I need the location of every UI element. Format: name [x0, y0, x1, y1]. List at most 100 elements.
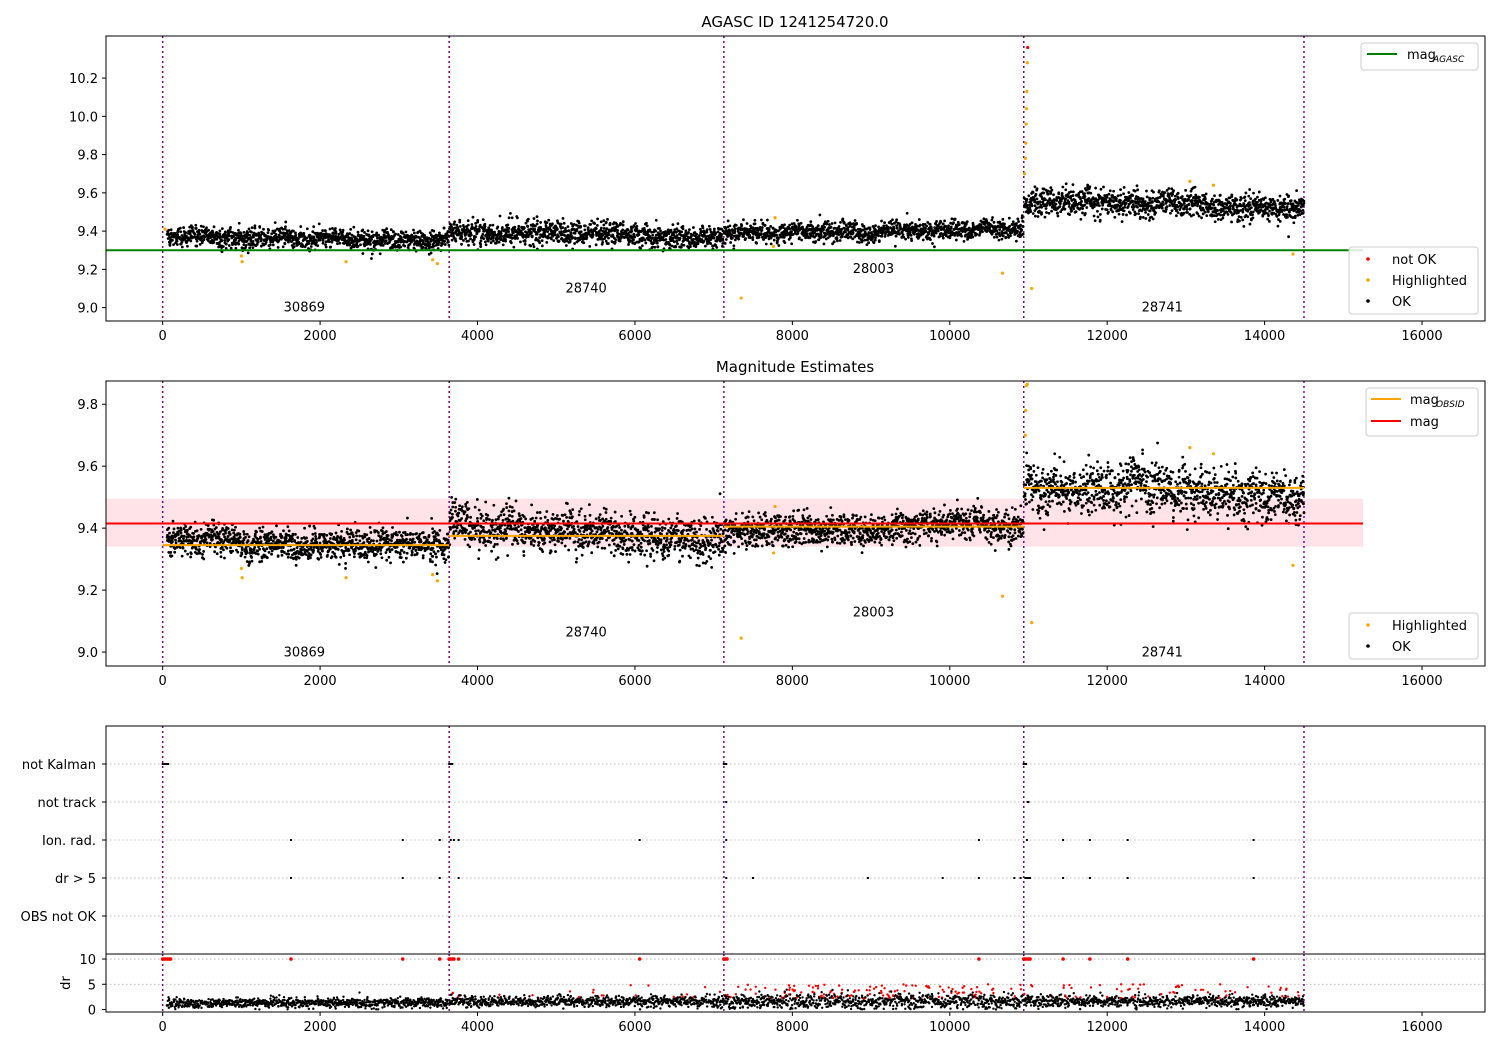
ok-point	[596, 217, 600, 221]
ok-point	[868, 226, 872, 230]
ok-point	[173, 550, 177, 554]
ok-point	[243, 532, 246, 536]
ok-point	[283, 241, 287, 245]
ok-point	[862, 224, 866, 228]
ok-point	[1099, 187, 1103, 191]
ok-point	[199, 527, 203, 531]
ok-point	[696, 242, 700, 245]
ok-point	[730, 236, 734, 240]
ok-point	[706, 242, 709, 246]
ok-point	[510, 233, 514, 237]
ok-point	[594, 243, 598, 247]
ok-point	[656, 245, 660, 249]
highlighted-point	[739, 296, 743, 300]
highlighted-point	[1024, 141, 1028, 145]
ok-point	[1081, 211, 1084, 215]
ok-point	[1087, 187, 1091, 190]
ok-point	[181, 546, 185, 550]
ok-point	[564, 227, 567, 230]
ok-point	[172, 243, 175, 247]
ok-point	[733, 231, 737, 235]
ok-point	[1229, 211, 1233, 214]
ok-point	[724, 238, 728, 241]
ok-point	[183, 549, 187, 553]
ok-point	[1252, 191, 1255, 195]
ok-point	[460, 231, 464, 235]
ok-point	[1248, 188, 1252, 191]
ok-point	[223, 230, 227, 234]
ok-point	[538, 241, 542, 245]
ok-point	[245, 551, 249, 554]
ok-point	[733, 227, 737, 231]
ok-point	[466, 223, 470, 227]
ok-point	[244, 246, 247, 249]
top-y-tick-label: 9.0	[77, 302, 98, 317]
ok-point	[893, 244, 897, 248]
legend-label: OK	[1392, 295, 1411, 310]
ok-point	[1083, 203, 1087, 207]
ok-point	[1004, 236, 1008, 240]
ok-point	[605, 227, 609, 231]
ok-point	[579, 225, 583, 228]
obsid-label: 28740	[565, 281, 606, 296]
ok-point	[180, 554, 184, 558]
ok-point	[566, 225, 570, 229]
ok-point	[1267, 214, 1270, 218]
ok-point	[740, 224, 744, 227]
ok-point	[256, 537, 260, 541]
ok-point	[451, 228, 455, 232]
highlighted-point	[163, 227, 167, 231]
ok-point	[211, 239, 215, 243]
ok-point	[1033, 185, 1037, 189]
ok-point	[314, 238, 318, 242]
ok-point	[305, 236, 309, 240]
ok-point	[223, 556, 226, 560]
ok-point	[975, 232, 979, 236]
ok-point	[229, 546, 232, 550]
ok-point	[681, 227, 685, 231]
ok-point	[760, 226, 764, 229]
ok-point	[169, 551, 173, 554]
ok-point	[195, 239, 199, 243]
ok-point	[687, 231, 690, 234]
ok-point	[324, 245, 328, 249]
ok-point	[213, 550, 217, 554]
ok-point	[699, 227, 702, 231]
ok-point	[167, 526, 171, 530]
ok-point	[825, 222, 829, 226]
ok-point	[167, 228, 171, 232]
ok-point	[1184, 188, 1188, 192]
ok-point	[248, 233, 252, 237]
ok-point	[1257, 190, 1261, 194]
ok-point	[452, 235, 456, 239]
ok-point	[481, 233, 485, 236]
ok-point	[1145, 207, 1149, 211]
ok-point	[437, 243, 440, 247]
ok-point	[436, 247, 440, 250]
ok-point	[227, 540, 231, 544]
ok-point	[947, 224, 950, 228]
ok-point	[324, 236, 327, 240]
ok-point	[292, 245, 296, 249]
ok-point	[1060, 191, 1064, 195]
ok-point	[396, 240, 400, 244]
ok-point	[244, 243, 248, 247]
ok-point	[171, 238, 174, 242]
ok-point	[565, 229, 568, 233]
ok-point	[692, 237, 695, 241]
ok-point	[1083, 192, 1087, 195]
ok-point	[676, 222, 680, 225]
ok-point	[331, 226, 334, 230]
ok-point	[568, 239, 572, 243]
ok-point	[212, 518, 216, 522]
ok-point	[201, 552, 204, 556]
ok-point	[1200, 216, 1203, 220]
ok-point	[458, 220, 462, 224]
ok-point	[655, 241, 659, 245]
ok-point	[712, 227, 716, 231]
ok-point	[1187, 202, 1191, 206]
ok-point	[205, 226, 208, 230]
ok-point	[824, 234, 827, 237]
ok-point	[1136, 205, 1139, 209]
ok-point	[842, 221, 846, 224]
